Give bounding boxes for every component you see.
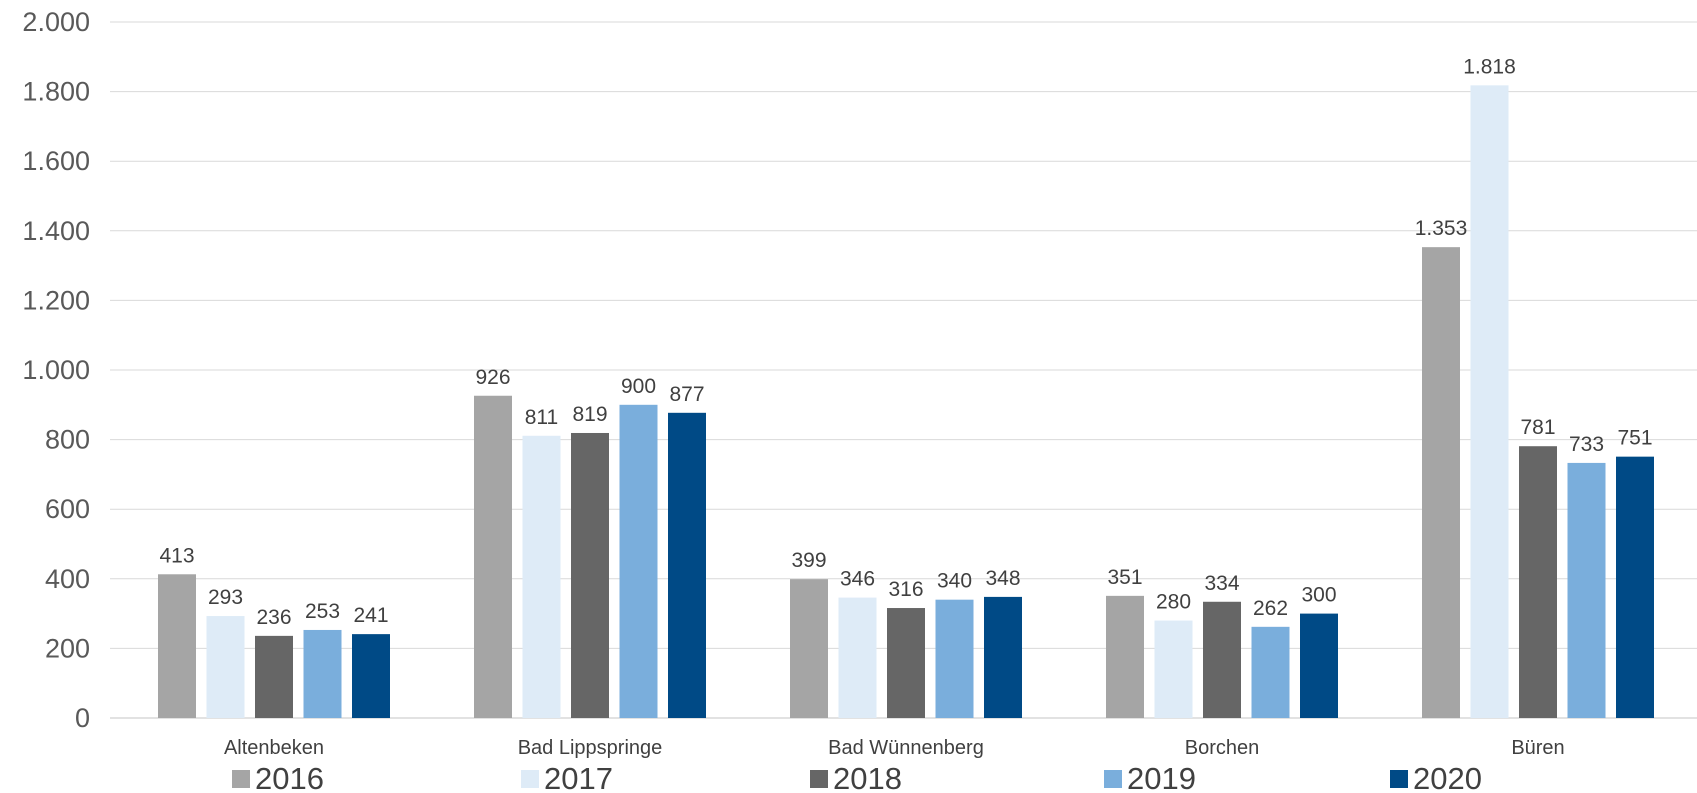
y-tick-label: 200 <box>45 633 90 663</box>
legend-swatch <box>521 770 539 788</box>
bar <box>1203 601 1241 718</box>
y-tick-label: 1.000 <box>22 355 90 385</box>
y-tick-label: 800 <box>45 425 90 455</box>
category-label: Büren <box>1511 737 1564 759</box>
category-label: Bad Wünnenberg <box>828 737 984 759</box>
data-label: 751 <box>1617 427 1652 450</box>
bar <box>935 599 974 718</box>
data-label: 236 <box>256 606 291 629</box>
data-label: 300 <box>1301 584 1336 607</box>
x-axis-category-labels: Altenbeken Bad Lippspringe Bad Wünnenberg B… <box>224 737 1565 759</box>
data-label: 340 <box>937 570 972 593</box>
y-tick-label: 1.400 <box>22 216 90 246</box>
y-tick-label: 1.800 <box>22 77 90 107</box>
category-label: Bad Lippspringe <box>518 737 663 759</box>
data-label: 811 <box>525 406 558 429</box>
y-tick-label: 1.600 <box>22 146 90 176</box>
y-tick-label: 400 <box>45 564 90 594</box>
y-tick-label: 600 <box>45 494 90 524</box>
bar-groups <box>158 85 1654 718</box>
bar <box>1251 626 1290 718</box>
y-tick-label: 0 <box>75 703 90 733</box>
bar <box>619 404 658 718</box>
legend: 2016 2017 2018 2019 2020 <box>232 761 1482 793</box>
bar <box>668 412 706 718</box>
data-label: 346 <box>840 568 875 591</box>
data-labels: 413 293 236 253 241 926 811 819 900 877 399 346 316 3… <box>159 55 1652 629</box>
data-label: 877 <box>669 383 704 406</box>
y-axis-tick-labels: 0 200 400 600 800 1.000 1.200 1.400 1.600 1.800 2.… <box>22 7 90 733</box>
bar <box>352 634 390 718</box>
bar <box>206 616 245 718</box>
legend-label: 2018 <box>833 761 902 793</box>
bar <box>1567 462 1606 718</box>
data-label: 733 <box>1569 433 1604 456</box>
y-tick-label: 1.200 <box>22 285 90 315</box>
bar <box>1519 446 1557 718</box>
data-label: 900 <box>621 375 656 398</box>
data-label: 413 <box>159 544 194 567</box>
data-label: 293 <box>208 586 243 609</box>
bar <box>158 574 196 718</box>
data-label: 253 <box>305 600 340 623</box>
bar <box>838 597 877 718</box>
bar <box>1300 613 1338 718</box>
category-label: Altenbeken <box>224 737 324 759</box>
bar <box>1470 85 1509 718</box>
data-label: 241 <box>353 604 388 627</box>
data-label: 926 <box>475 366 510 389</box>
bar <box>474 395 512 718</box>
data-label: 262 <box>1253 597 1288 620</box>
data-label: 348 <box>985 567 1020 590</box>
bar <box>984 596 1022 718</box>
bar <box>1422 247 1460 718</box>
legend-label: 2016 <box>255 761 324 793</box>
data-label: 781 <box>1520 416 1555 439</box>
bar <box>571 432 609 718</box>
legend-label: 2017 <box>544 761 613 793</box>
legend-label: 2020 <box>1413 761 1482 793</box>
data-label: 399 <box>791 549 826 572</box>
legend-swatch <box>1390 770 1408 788</box>
data-label: 334 <box>1204 572 1239 595</box>
bar <box>790 579 828 718</box>
bar <box>255 635 293 718</box>
bar <box>1616 456 1654 718</box>
data-label: 316 <box>888 578 923 601</box>
legend-swatch <box>232 770 250 788</box>
y-tick-label: 2.000 <box>22 7 90 37</box>
legend-swatch <box>810 770 828 788</box>
bar <box>887 608 925 718</box>
bar <box>522 435 561 718</box>
bar <box>303 629 342 718</box>
legend-swatch <box>1104 770 1122 788</box>
data-label: 1.353 <box>1415 217 1468 240</box>
data-label: 351 <box>1107 566 1142 589</box>
bar <box>1106 595 1144 718</box>
category-label: Borchen <box>1185 737 1260 759</box>
bar <box>1154 620 1193 718</box>
data-label: 819 <box>572 403 607 426</box>
data-label: 1.818 <box>1463 55 1516 78</box>
data-label: 280 <box>1156 591 1191 614</box>
legend-label: 2019 <box>1127 761 1196 793</box>
